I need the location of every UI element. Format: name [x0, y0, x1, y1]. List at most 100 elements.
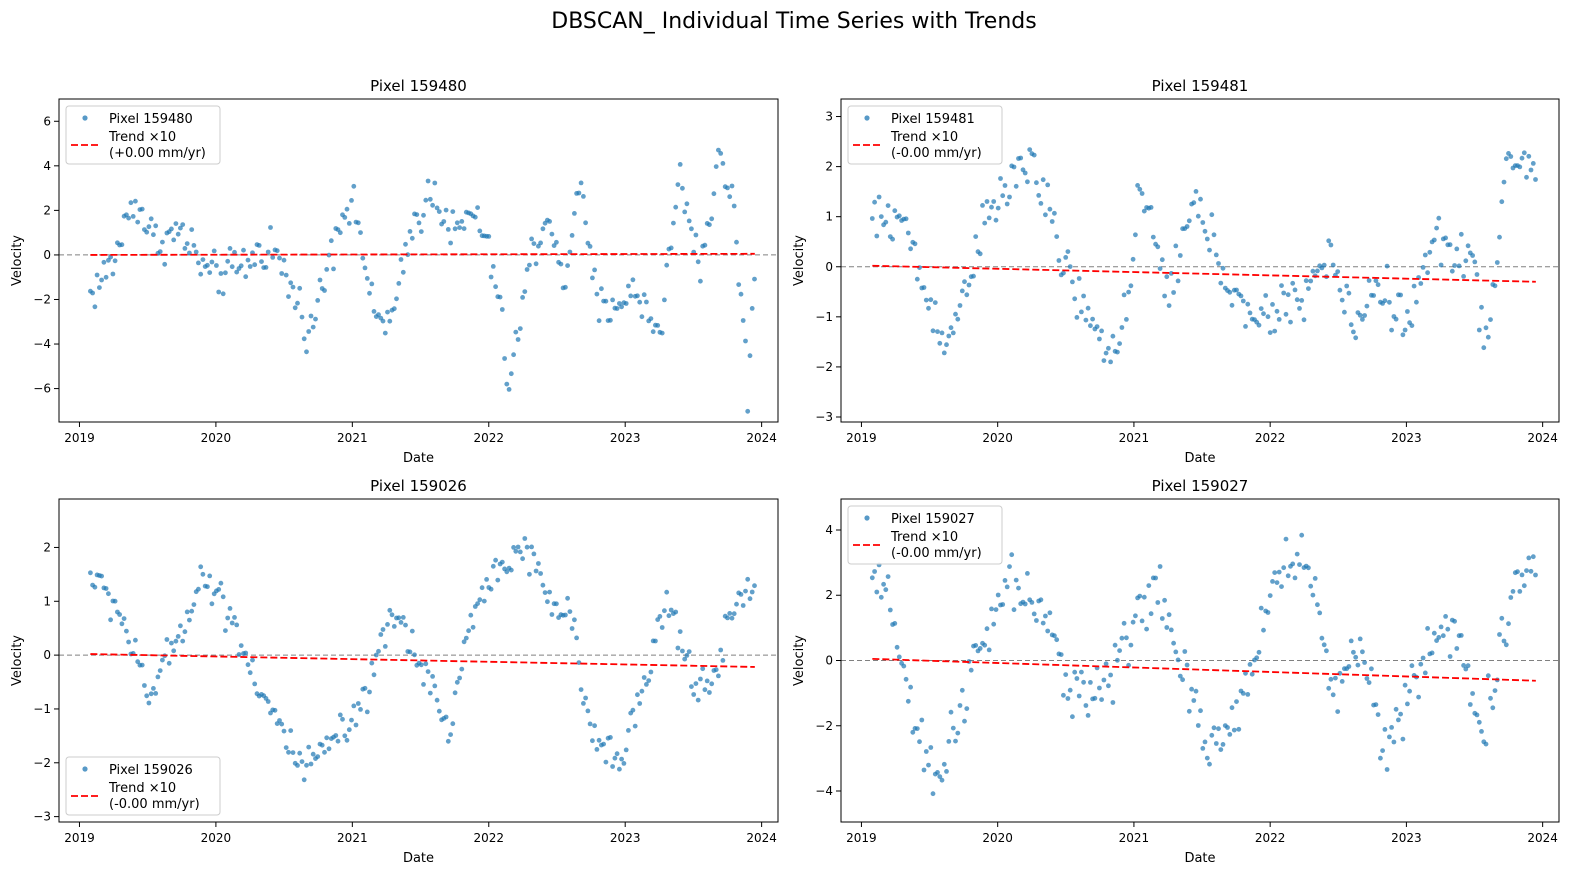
- data-point: [1398, 711, 1403, 717]
- data-point: [178, 623, 183, 629]
- data-point: [1454, 646, 1460, 651]
- data-point: [635, 692, 640, 698]
- data-point: [1011, 607, 1017, 613]
- data-point: [407, 649, 413, 655]
- data-point: [513, 548, 519, 554]
- data-point: [734, 601, 739, 607]
- data-point: [655, 323, 661, 328]
- data-point: [896, 654, 902, 660]
- data-point: [1209, 732, 1215, 738]
- data-point: [680, 648, 685, 654]
- data-point: [686, 218, 692, 224]
- data-point: [892, 621, 898, 626]
- data-point: [1447, 654, 1453, 659]
- data-point: [989, 204, 994, 210]
- data-point: [874, 589, 880, 595]
- data-point: [637, 701, 643, 706]
- data-point: [225, 615, 231, 621]
- x-axis-label: Date: [1184, 451, 1215, 466]
- data-point: [1137, 593, 1143, 599]
- data-point: [908, 684, 913, 690]
- data-point: [1200, 220, 1206, 225]
- data-point: [306, 329, 312, 334]
- data-point: [238, 263, 244, 269]
- data-point: [1436, 215, 1442, 221]
- data-point: [1076, 693, 1082, 699]
- data-point: [112, 598, 118, 604]
- data-point: [1398, 292, 1403, 298]
- data-point: [1389, 327, 1394, 333]
- y-tick-label: 6: [43, 114, 51, 128]
- data-point: [241, 247, 246, 253]
- data-point: [547, 589, 552, 595]
- data-point: [1366, 680, 1372, 685]
- data-point: [1083, 317, 1089, 323]
- legend-box: [65, 105, 221, 165]
- data-point: [1407, 688, 1412, 694]
- data-point: [700, 666, 706, 672]
- data-point: [279, 271, 285, 276]
- data-point: [369, 660, 375, 666]
- data-point: [594, 291, 600, 297]
- data-point: [1465, 663, 1471, 669]
- data-point: [351, 183, 357, 189]
- data-point: [980, 203, 985, 208]
- data-point: [1195, 213, 1201, 219]
- data-point: [358, 707, 363, 712]
- data-point: [488, 586, 494, 592]
- data-point: [991, 199, 997, 204]
- data-point: [229, 620, 235, 626]
- data-point: [1297, 306, 1302, 311]
- data-point: [684, 653, 690, 658]
- x-tick-label: 2023: [1391, 831, 1422, 845]
- data-point: [1517, 589, 1523, 594]
- data-point: [569, 233, 575, 238]
- data-point: [1533, 572, 1538, 578]
- data-point: [549, 231, 555, 237]
- data-point: [1124, 635, 1129, 641]
- y-tick-label: 1: [43, 594, 51, 608]
- data-point: [191, 602, 197, 607]
- data-point: [1528, 568, 1534, 574]
- data-point: [752, 276, 757, 282]
- data-point: [337, 230, 343, 236]
- data-point: [673, 204, 679, 210]
- data-point: [926, 762, 931, 768]
- scatter-points: [869, 147, 1538, 365]
- data-point: [1029, 600, 1035, 605]
- data-point: [1467, 702, 1473, 707]
- data-point: [423, 197, 429, 203]
- data-point: [1144, 626, 1149, 632]
- data-point: [180, 222, 186, 228]
- data-point: [106, 591, 111, 597]
- data-point: [499, 559, 505, 565]
- data-point: [450, 721, 456, 727]
- data-point: [252, 262, 258, 268]
- data-point: [1521, 583, 1527, 589]
- data-point: [659, 330, 665, 336]
- data-point: [142, 683, 147, 688]
- data-point: [508, 567, 514, 573]
- data-point: [1115, 349, 1120, 355]
- x-tick-label: 2021: [337, 831, 368, 845]
- data-point: [191, 243, 197, 248]
- data-point: [108, 617, 113, 623]
- data-point: [301, 336, 307, 342]
- data-point: [939, 330, 945, 336]
- data-point: [288, 728, 294, 733]
- data-point: [684, 201, 690, 207]
- data-point: [639, 688, 645, 694]
- data-point: [675, 182, 681, 188]
- data-point: [1281, 290, 1287, 296]
- data-point: [664, 589, 670, 595]
- data-point: [725, 615, 730, 621]
- data-point: [939, 777, 945, 783]
- data-point: [139, 206, 145, 212]
- data-point: [445, 738, 451, 744]
- data-point: [99, 573, 104, 579]
- data-point: [200, 571, 206, 577]
- data-point: [1290, 561, 1296, 567]
- data-point: [1405, 309, 1410, 314]
- data-point: [358, 230, 363, 236]
